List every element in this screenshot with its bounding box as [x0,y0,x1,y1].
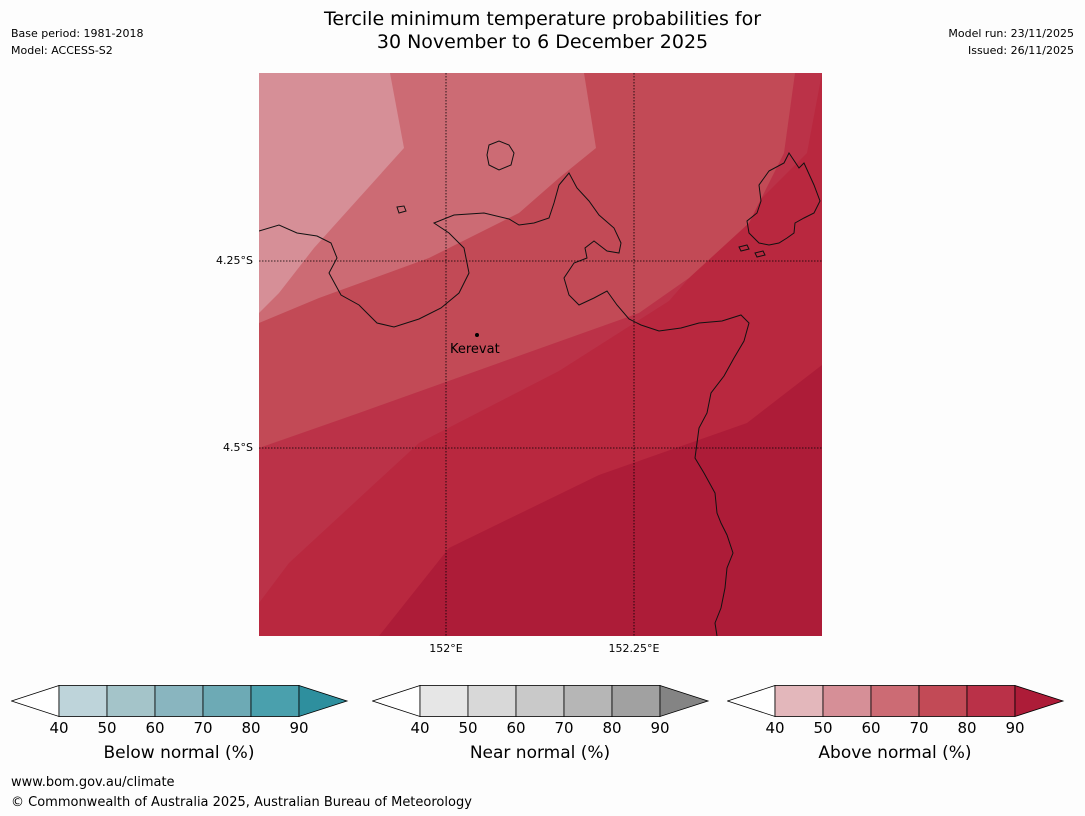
below-normal-colorbar: 40 50 60 70 80 90 Below normal (%) [10,684,349,763]
lat-label-2: 4.5°S [223,441,253,454]
colorbar-segment [250,685,300,717]
colorbar-segment [966,685,1016,717]
model-run-text: Model run: 23/11/2025 [948,27,1074,40]
colorbar-tick-label: 60 [506,719,526,737]
colorbar-tick-label: 60 [145,719,165,737]
title-line-2: 30 November to 6 December 2025 [376,31,709,53]
colorbar-segment [611,685,661,717]
colorbar-min-extend [371,684,421,718]
above-normal-colorbar-label: Above normal (%) [818,743,972,763]
coastline-main [259,172,750,636]
colorbar-segment [154,685,204,717]
model-text: Model: ACCESS-S2 [11,44,113,57]
colorbar-tick-label: 80 [957,719,977,737]
colorbar-segment [202,685,252,717]
near-normal-colorbar-label: Near normal (%) [469,743,611,763]
colorbar-segment [515,685,565,717]
colorbar-tick-label: 50 [458,719,478,737]
colorbar-segment [870,685,920,717]
colorbar-segment [106,685,156,717]
colorbar-tick-label: 90 [289,719,309,737]
lat-label-1: 4.25°S [216,254,253,267]
issued-text: Issued: 26/11/2025 [967,44,1074,57]
above-normal-colorbar: 40 50 60 70 80 90 Above normal (%) [726,684,1065,763]
footer-url[interactable]: www.bom.gov.au/climate [11,775,175,790]
colorbar-max-extend [659,684,710,718]
island-2 [396,205,407,214]
above-normal-colorbar-graphic [726,684,1065,718]
colorbar-max-extend [1014,684,1065,718]
kerevat-label: Kerevat [450,342,500,357]
page-title: Tercile minimum temperature probabilitie… [0,8,1085,54]
coastline-east-islands [746,152,821,246]
island-4 [754,250,766,258]
colorbar-segment [419,685,469,717]
colorbar-tick-label: 80 [241,719,261,737]
near-normal-colorbar: 40 50 60 70 80 90 Near normal (%) [371,684,710,763]
colorbar-segment [774,685,824,717]
colorbar-tick-label: 50 [813,719,833,737]
gridlines [259,73,822,636]
colorbar-tick-label: 70 [554,719,574,737]
island-1 [486,140,515,171]
colorbar-segment [58,685,108,717]
kerevat-marker [475,333,479,337]
colorbar-min-extend [726,684,776,718]
colorbar-tick-label: 50 [97,719,117,737]
colorbar-segment [467,685,517,717]
band-40-50 [259,73,404,313]
below-normal-colorbar-graphic [10,684,349,718]
colorbar-segment [822,685,872,717]
colorbar-tick-label: 60 [861,719,881,737]
lon-label-2: 152.25°E [608,642,660,655]
colorbar-max-extend [298,684,349,718]
near-normal-colorbar-graphic [371,684,710,718]
colorbar-tick-label: 70 [193,719,213,737]
footer-copyright: © Commonwealth of Australia 2025, Austra… [11,795,472,810]
colorbar-tick-label: 80 [602,719,622,737]
colorbar-tick-label: 40 [49,719,69,737]
title-line-1: Tercile minimum temperature probabilitie… [323,8,762,30]
colorbar-segment [563,685,613,717]
below-normal-colorbar-label: Below normal (%) [103,743,255,763]
base-period-text: Base period: 1981-2018 [11,27,144,40]
colorbar-tick-label: 90 [1005,719,1025,737]
island-3 [738,244,750,252]
colorbar-tick-label: 40 [410,719,430,737]
coastline [259,140,821,636]
lon-label-1: 152°E [429,642,463,655]
colorbar-tick-label: 70 [909,719,929,737]
colorbar-segment [918,685,968,717]
colorbar-tick-label: 40 [765,719,785,737]
colorbar-tick-label: 90 [650,719,670,737]
probability-map[interactable] [259,73,822,636]
colorbar-min-extend [10,684,60,718]
